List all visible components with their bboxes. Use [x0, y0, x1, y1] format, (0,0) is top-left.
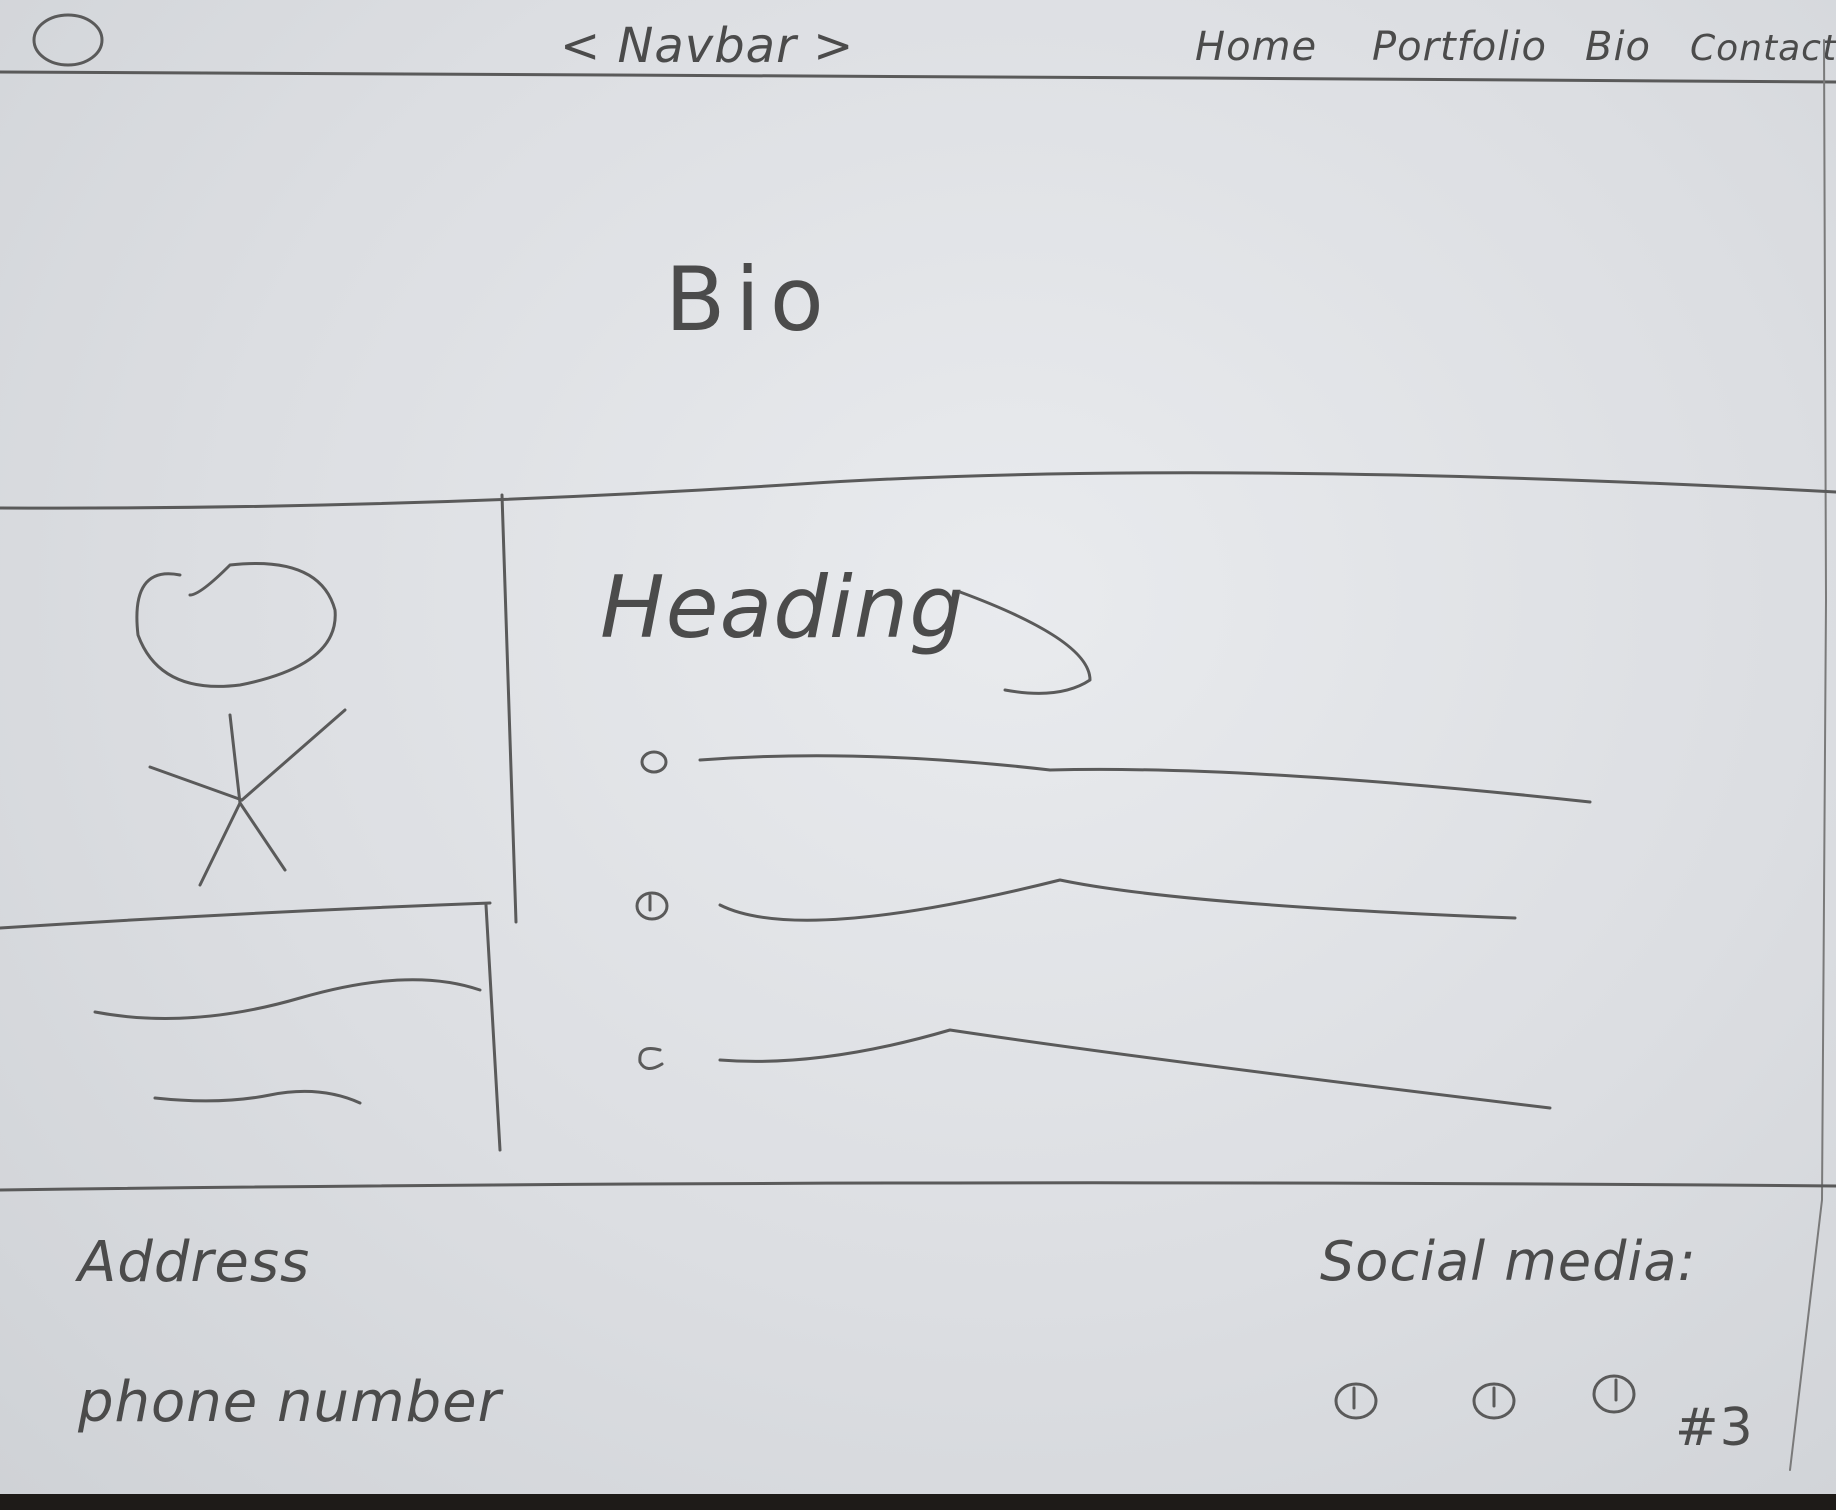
- bullet-icon: [632, 888, 672, 924]
- nav-link-contact[interactable]: Contact: [1690, 28, 1836, 69]
- desk-background: [0, 1494, 1836, 1510]
- social-icon[interactable]: [1586, 1368, 1642, 1420]
- social-icon[interactable]: [1328, 1376, 1384, 1426]
- social-media-label: Social media:: [1320, 1230, 1697, 1293]
- social-annotation: #3: [1675, 1398, 1754, 1458]
- circle-logo-icon[interactable]: [28, 10, 108, 72]
- bullet-icon: [636, 746, 672, 778]
- nav-link-home[interactable]: Home: [1195, 24, 1318, 70]
- nav-link-bio[interactable]: Bio: [1585, 24, 1652, 70]
- navbar-title: < Navbar >: [560, 18, 855, 74]
- social-icon[interactable]: [1466, 1376, 1522, 1426]
- content-heading: Heading: [600, 558, 965, 658]
- bullet-icon: [632, 1042, 672, 1076]
- stick-figure-icon: [120, 555, 360, 895]
- nav-link-portfolio[interactable]: Portfolio: [1372, 24, 1547, 70]
- phone-number-label: phone number: [78, 1370, 502, 1435]
- address-label: Address: [78, 1230, 311, 1295]
- page-title: Bio: [665, 248, 834, 351]
